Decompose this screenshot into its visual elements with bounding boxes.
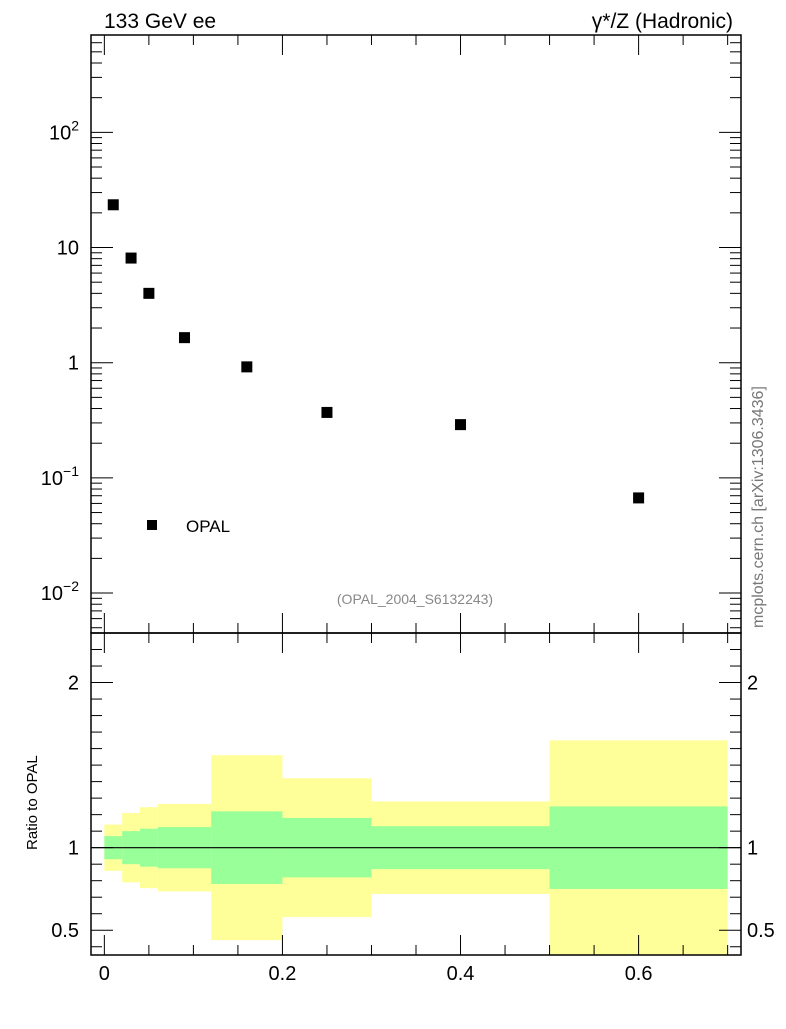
y-tick-label: 10 [57,238,79,260]
x-tick-label: 0 [99,963,110,985]
data-point [321,406,333,418]
x-tick-labels: 0 0.2 0.4 0.6 [99,963,653,985]
y-tick-label: 2 [747,673,758,695]
y-tick-label: 0.5 [51,920,79,942]
y-tick-label: 1 [68,353,79,375]
data-points [107,199,645,504]
main-y-tick-labels: 10−2 10−1 1 10 102 [41,117,79,605]
title-left: 133 GeV ee [104,10,216,33]
data-point [241,361,253,373]
x-tick-label: 0.6 [625,963,653,985]
y-tick-label: 1 [68,838,79,860]
x-tick-label: 0.4 [447,963,475,985]
legend-label: OPAL [186,517,230,536]
data-point [107,199,119,211]
y-tick-label: 0.5 [747,920,775,942]
y-tick-label: 10−2 [41,578,79,605]
main-ticks [91,34,741,633]
data-point [455,419,467,431]
data-point [143,287,155,299]
legend-marker [147,520,157,530]
analysis-reference: (OPAL_2004_S6132243) [337,591,493,607]
title-right: γ*/Z (Hadronic) [592,10,733,33]
y-tick-label: 102 [49,117,79,144]
y-tick-label: 10−1 [41,463,79,490]
ratio-y-tick-labels: 0.5 0.5 1 1 2 2 [51,673,775,943]
side-label: mcplots.cern.ch [arXiv:1306.3436] [750,386,767,628]
y-tick-label: 2 [68,673,79,695]
ratio-y-axis-label: Ratio to OPAL [24,755,41,850]
x-tick-label: 0.2 [269,963,297,985]
ratio-ticks [91,633,741,955]
data-point [178,332,190,344]
data-point [633,492,645,504]
y-tick-label: 1 [747,838,758,860]
data-point [125,252,137,264]
ratio-frame [90,632,742,956]
